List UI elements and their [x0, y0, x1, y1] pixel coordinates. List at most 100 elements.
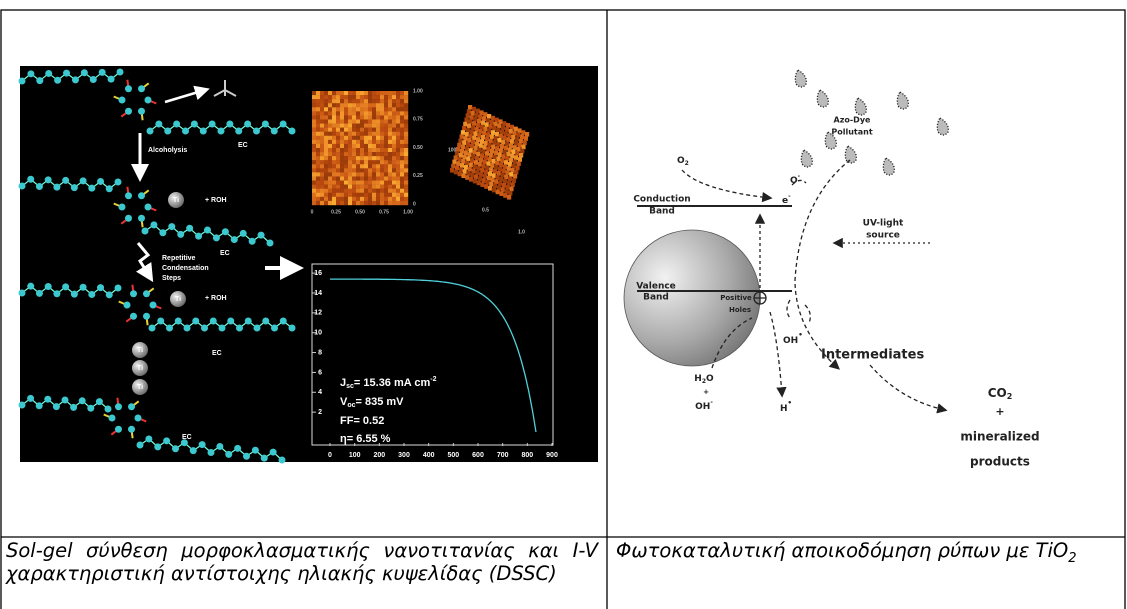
afm-pixel [352, 123, 357, 128]
afm-pixel [384, 188, 389, 193]
afm-pixel [505, 156, 510, 161]
step-label: Alcoholysis [148, 147, 187, 154]
afm-pixel [340, 115, 345, 120]
atom [244, 317, 252, 325]
afm-pixel [312, 188, 317, 193]
afm-pixel [356, 103, 361, 108]
afm-pixel [396, 147, 401, 153]
afm-pixel [332, 152, 337, 157]
afm-pixel [384, 176, 389, 181]
afm-pixel [388, 156, 393, 161]
afm-pixel [376, 143, 381, 149]
afm-pixel [348, 139, 353, 145]
afm-pixel [360, 196, 365, 202]
atom [270, 127, 278, 135]
afm-pixel [324, 107, 329, 112]
afm-pixel [396, 119, 401, 124]
afm-pixel [477, 118, 482, 124]
y-tick-label: 2 [318, 409, 322, 416]
atom [61, 396, 69, 404]
afm-pixel [404, 135, 409, 141]
afm-pixel [396, 95, 401, 100]
afm-pixel [496, 127, 501, 133]
afm-pixel [392, 180, 397, 185]
afm-pixel [352, 164, 357, 169]
atom [89, 76, 97, 84]
afm-pixel [502, 164, 507, 169]
afm-pixel [328, 184, 333, 189]
afm-pixel [380, 164, 385, 169]
afm-pixel [498, 119, 503, 124]
afm-pixel [376, 164, 381, 169]
afm-pixel [344, 131, 349, 136]
afm-pixel [376, 168, 381, 173]
afm-pixel [320, 156, 325, 161]
atom [88, 184, 96, 192]
afm-pixel [344, 143, 349, 149]
atom [195, 232, 203, 240]
afm-pixel [352, 184, 357, 189]
afm-pixel [384, 156, 389, 161]
atom [253, 127, 260, 135]
afm-pixel [396, 176, 401, 181]
afm-pixel [344, 147, 349, 153]
afm-pixel [328, 164, 333, 169]
afm-pixel [400, 188, 405, 193]
afm-pixel [324, 200, 329, 206]
afm-pixel [356, 152, 361, 157]
afm-pixel [336, 188, 341, 193]
atom [70, 184, 78, 192]
afm-pixel [462, 169, 467, 174]
afm-pixel [380, 91, 385, 96]
afm-pixel [504, 189, 509, 194]
afm-pixel [328, 147, 333, 153]
afm-pixel [474, 141, 479, 147]
afm-pixel [500, 187, 505, 192]
afm-pixel [312, 123, 317, 128]
holes-label: Holes [729, 306, 751, 314]
afm-pixel [489, 167, 494, 172]
afm-pixel [388, 143, 393, 149]
afm-pixel [348, 119, 353, 124]
afm-pixel [384, 168, 389, 173]
afm-pixel [360, 152, 365, 157]
afm-pixel [384, 180, 389, 185]
afm-pixel [392, 143, 397, 149]
afm-pixel [396, 180, 401, 185]
atom [118, 203, 126, 211]
atom [177, 230, 185, 238]
afm-pixel [388, 91, 393, 96]
afm-pixel [352, 103, 357, 108]
caption-text: Φωτοκαταλυτική αποικοδόμηση ρύπων με TiO [616, 539, 1069, 562]
afm-pixel [479, 172, 484, 177]
atom [226, 120, 234, 128]
afm-pixel [501, 125, 506, 130]
afm-pixel [332, 135, 337, 141]
afm-pixel [506, 151, 511, 157]
afm-pixel [348, 95, 353, 100]
afm-pixel [372, 143, 377, 149]
afm-pixel [404, 115, 409, 120]
afm-pixel [312, 115, 317, 120]
afm-pixel [364, 180, 369, 185]
afm-pixel [380, 147, 385, 153]
afm-pixel [400, 119, 405, 124]
afm-pixel [376, 176, 381, 181]
afm-pixel [376, 115, 381, 120]
water-label: H2O [694, 374, 714, 385]
afm-pixel [503, 131, 508, 136]
afm-pixel [497, 138, 502, 143]
afm-pixel [501, 168, 506, 174]
afm-pixel [352, 127, 357, 132]
afm-pixel [332, 131, 337, 136]
afm-pixel [495, 175, 500, 180]
atom [288, 324, 296, 332]
afm-pixel [336, 107, 341, 112]
hydroxyl-radical-label: OH• [783, 331, 803, 346]
afm-pixel [368, 115, 373, 120]
afm-pixel [384, 143, 389, 149]
afm-pixel [392, 156, 397, 161]
afm-pixel [396, 172, 401, 177]
drop [854, 97, 867, 116]
symbol: V [340, 396, 348, 408]
